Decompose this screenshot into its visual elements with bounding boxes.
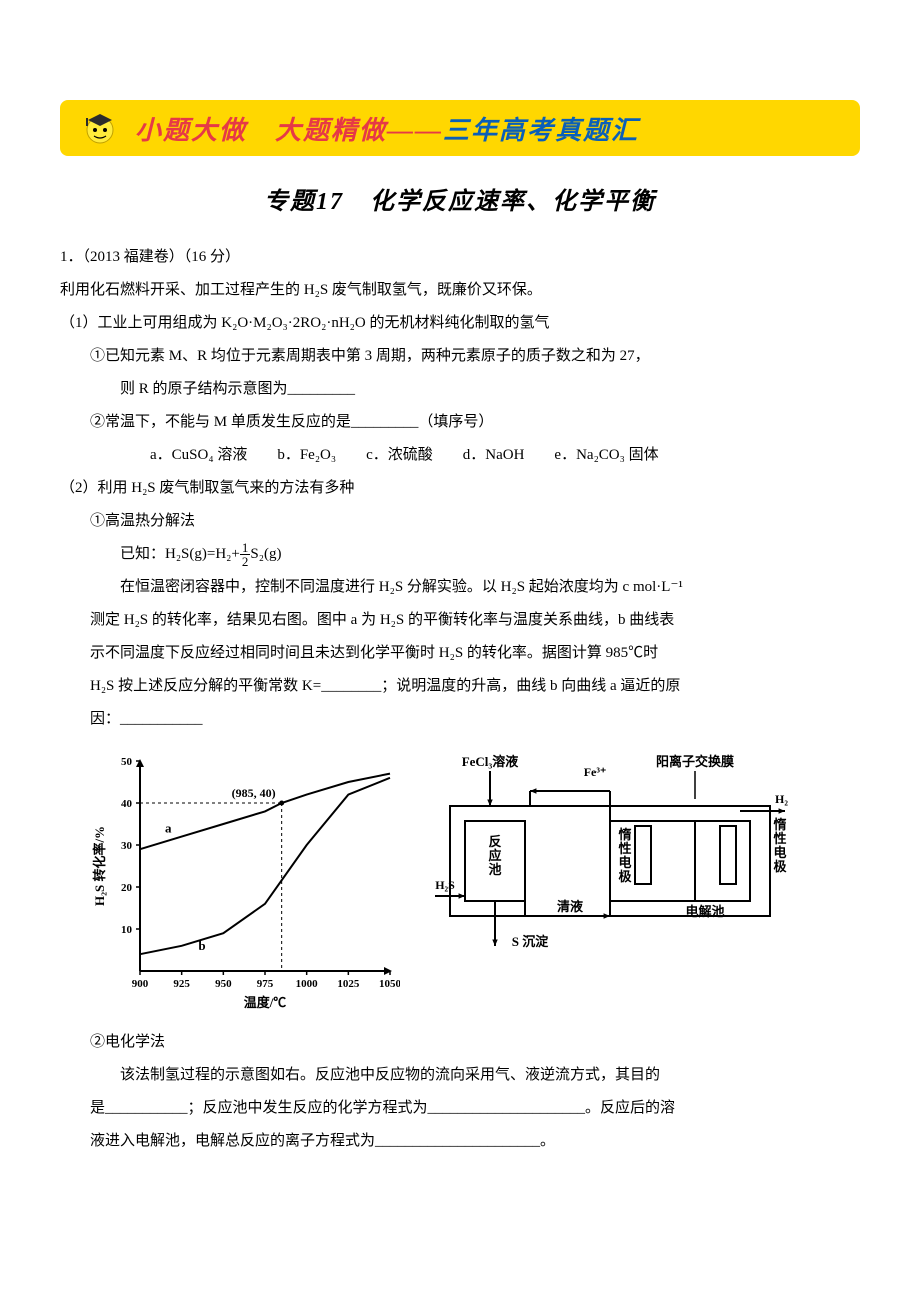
method1-title: ①高温热分解法 [60,505,860,538]
svg-text:b: b [198,938,205,953]
svg-text:池: 池 [488,862,501,877]
svg-text:975: 975 [257,978,274,990]
text-segment: 已知：H₂S(g)=H₂+ [120,546,240,562]
fraction-numerator: 1 [240,541,251,555]
svg-text:925: 925 [173,978,190,990]
svg-text:a: a [165,820,172,835]
method1-para5: 因：___________ [60,703,860,736]
svg-text:性: 性 [773,831,786,846]
electrochemistry-diagram: FeCl₃溶液Fe³⁺阳离子交换膜H₂反应池惰性电极惰性电极电解池清液H₂SS … [430,751,800,961]
svg-text:阳离子交换膜: 阳离子交换膜 [656,754,734,769]
q1-part1-sub2-options: a．CuSO₄ 溶液 b．Fe₂O₃ c．浓硫酸 d．NaOH e．Na₂CO₃… [60,439,860,472]
svg-text:应: 应 [488,848,501,863]
fraction: 12 [240,541,251,568]
q1-number: 1．（2013 福建卷）（16 分） [60,241,860,274]
svg-text:电: 电 [773,845,786,860]
method1-known: 已知：H₂S(g)=H₂+12S₂(g) [60,538,860,571]
figures-row: 10 20 30 40 50 900 925 950 975 1000 1025 1050 温度/℃ H₂… [90,751,860,1011]
svg-text:Fe³⁺: Fe³⁺ [584,765,607,779]
q1-part1-sub1: ①已知元素 M、R 均位于元素周期表中第 3 周期，两种元素原子的质子数之和为 … [60,340,860,373]
svg-text:1000: 1000 [296,978,319,990]
fraction-denominator: 2 [240,555,251,568]
svg-text:20: 20 [121,882,133,894]
svg-text:H₂S: H₂S [435,878,455,892]
mascot-icon [80,108,120,148]
svg-text:极: 极 [773,859,787,874]
method1-para2: 测定 H₂S 的转化率，结果见右图。图中 a 为 H₂S 的平衡转化率与温度关系… [60,604,860,637]
q1-part2-label: （2）利用 H₂S 废气制取氢气来的方法有多种 [60,472,860,505]
svg-text:H₂S 转化率/%: H₂S 转化率/% [92,826,107,906]
method1-para1: 在恒温密闭容器中，控制不同温度进行 H₂S 分解实验。以 H₂S 起始浓度均为 … [60,571,860,604]
svg-text:30: 30 [121,840,133,852]
text-segment: S₂(g) [250,546,281,562]
svg-text:H₂: H₂ [775,792,788,806]
svg-text:50: 50 [121,756,133,768]
q1-part1-sub2: ②常温下，不能与 M 单质发生反应的是_________（填序号） [60,406,860,439]
q1-part1-label: （1）工业上可用组成为 K₂O·M₂O₃·2RO₂·nH₂O 的无机材料纯化制取… [60,307,860,340]
conversion-chart: 10 20 30 40 50 900 925 950 975 1000 1025 1050 温度/℃ H₂… [90,751,400,1011]
svg-text:电解池: 电解池 [685,904,724,919]
svg-text:温度/℃: 温度/℃ [244,995,287,1010]
svg-text:1050: 1050 [379,978,400,990]
method1-para4: H₂S 按上述反应分解的平衡常数 K=________；说明温度的升高，曲线 b… [60,670,860,703]
banner: 小题大做 大题精做——三年高考真题汇 [60,100,860,156]
svg-text:950: 950 [215,978,232,990]
method2-para1: 该法制氢过程的示意图如右。反应池中反应物的流向采用气、液逆流方式，其目的 [60,1059,860,1092]
svg-text:40: 40 [121,798,133,810]
svg-text:1025: 1025 [337,978,360,990]
method2-para3: 液进入电解池，电解总反应的离子方程式为_____________________… [60,1125,860,1158]
method1-para3: 示不同温度下反应经过相同时间且未达到化学平衡时 H₂S 的转化率。据图计算 98… [60,637,860,670]
svg-text:惰: 惰 [618,827,631,842]
method2-title: ②电化学法 [60,1026,860,1059]
svg-text:S 沉淀: S 沉淀 [512,934,549,949]
svg-text:(985, 40): (985, 40) [232,786,276,800]
text-segment: 则 R 的原子结构示意图为_________ [120,381,355,397]
svg-text:反: 反 [488,834,501,849]
banner-blue-text: 三年高考真题汇 [443,116,639,145]
svg-text:性: 性 [618,841,631,856]
svg-text:清液: 清液 [557,899,583,914]
svg-text:900: 900 [132,978,149,990]
q1-part1-sub1-cont: 则 R 的原子结构示意图为_________ [60,373,860,406]
svg-text:电: 电 [618,855,631,870]
svg-text:惰: 惰 [773,817,786,832]
banner-red-text: 小题大做 大题精做—— [135,116,443,145]
svg-text:极: 极 [618,869,632,884]
banner-text: 小题大做 大题精做——三年高考真题汇 [135,110,639,147]
svg-text:10: 10 [121,924,133,936]
document-title: 专题17 化学反应速率、化学平衡 [60,181,860,216]
content-body: 1．（2013 福建卷）（16 分） 利用化石燃料开采、加工过程产生的 H₂S … [60,241,860,1158]
svg-text:FeCl₃溶液: FeCl₃溶液 [462,754,519,769]
q1-intro: 利用化石燃料开采、加工过程产生的 H₂S 废气制取氢气，既廉价又环保。 [60,274,860,307]
method2-para2: 是___________；反应池中发生反应的化学方程式为____________… [60,1092,860,1125]
